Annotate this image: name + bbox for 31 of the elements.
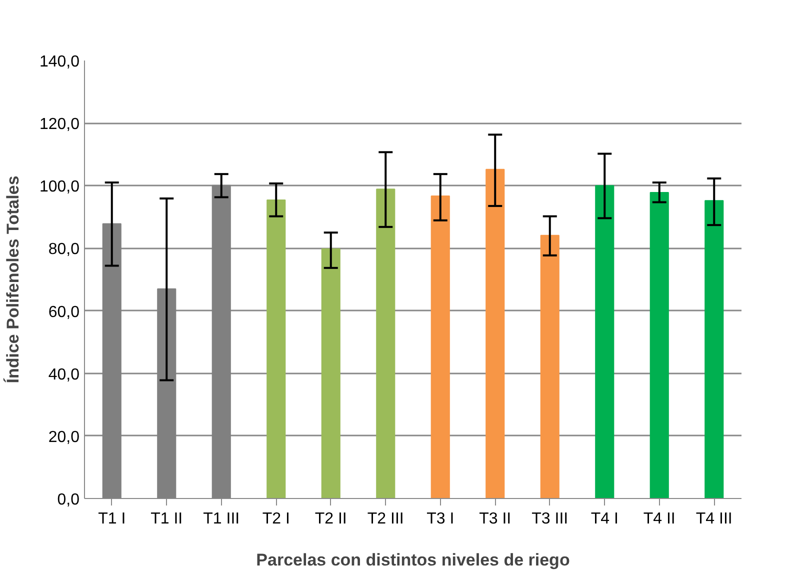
y-tick-label: 60,0	[48, 304, 80, 321]
x-tick-label: T2 III	[367, 510, 404, 528]
x-tick-label: T1 I	[98, 510, 126, 528]
y-tick-label: 100,0	[39, 178, 80, 196]
bar	[595, 185, 614, 498]
x-axis-title: Parcelas con distintos niveles de riego	[256, 550, 570, 570]
bar	[704, 200, 724, 498]
x-tick-label: T2 II	[314, 510, 347, 528]
y-tick-label: 140,0	[39, 54, 80, 70]
bar	[376, 188, 396, 498]
y-tick-label: 0,0	[57, 492, 80, 508]
x-tick-label: T4 II	[643, 510, 676, 528]
y-tick-label: 80,0	[48, 241, 80, 258]
y-tick-label: 40,0	[48, 366, 80, 384]
x-tick-label: T1 II	[150, 510, 183, 528]
x-tick-label: T4 III	[696, 510, 732, 528]
bar	[266, 200, 286, 498]
x-tick-label: T3 I	[426, 510, 454, 528]
bar	[540, 234, 560, 498]
x-tick-label: T3 II	[479, 510, 512, 528]
x-tick-label: T2 I	[262, 510, 290, 528]
bar	[321, 248, 340, 498]
bar	[486, 168, 505, 498]
x-tick-label: T3 III	[532, 510, 568, 528]
bar	[650, 192, 669, 498]
y-tick-label: 20,0	[48, 428, 80, 446]
x-tick-label: T4 I	[590, 510, 618, 528]
x-tick-label: T1 III	[203, 510, 240, 528]
bar	[430, 195, 450, 498]
y-tick-label: 120,0	[39, 116, 80, 134]
y-axis-title: Índice Polifenoles Totales	[2, 176, 22, 384]
